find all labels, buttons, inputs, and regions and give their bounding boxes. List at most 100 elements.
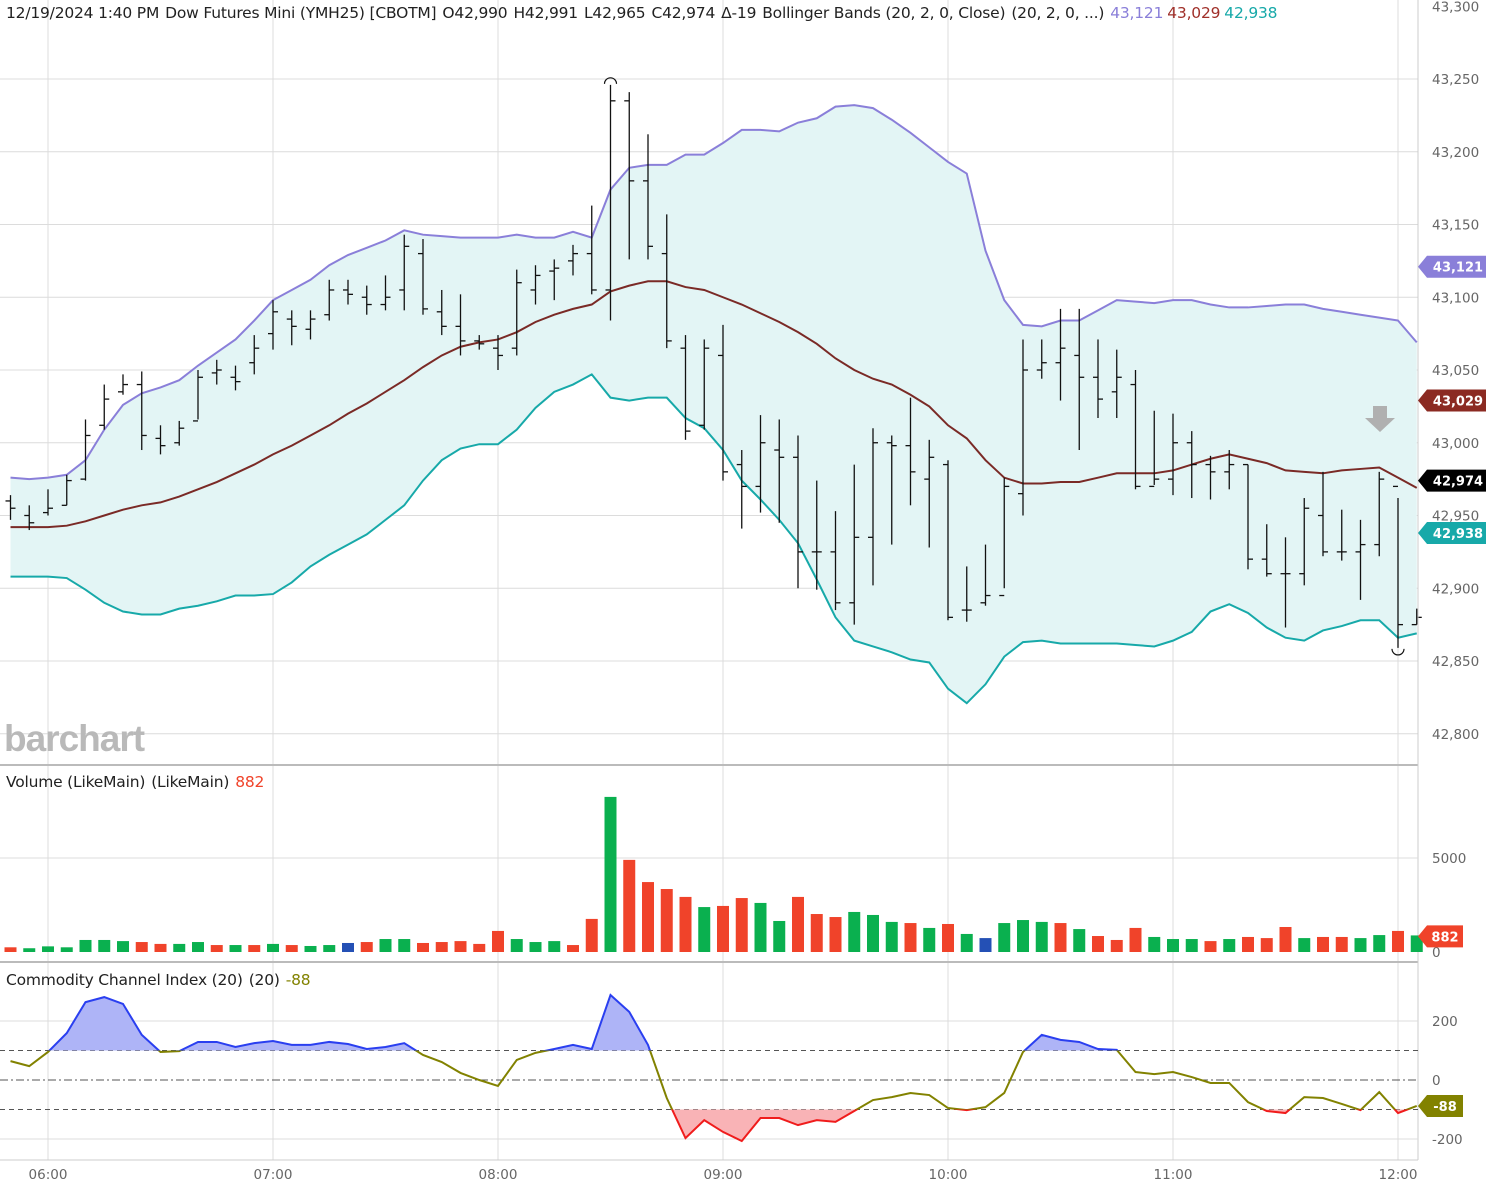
legend-lower-value: 42,938 [1224,4,1278,22]
cci-tick-label: 200 [1432,1014,1458,1030]
volume-badge: 882 [1418,925,1463,948]
badge-shape [1418,925,1463,948]
ohlc-bar [661,214,672,349]
price-tick-label: 42,900 [1432,581,1479,597]
ohlc-bar [1111,349,1122,419]
badge-text: 43,029 [1433,395,1483,410]
volume-bar [1335,936,1348,952]
ohlc-bar [568,244,578,276]
volume-bar [454,941,467,952]
volume-bar [1204,941,1217,952]
ohlc-bar [174,420,185,446]
ohlc-bar [886,435,897,545]
volume-bar [754,902,767,952]
badge-shape [1418,521,1486,544]
volume-bar [135,942,148,952]
volume-bar [529,942,542,952]
ohlc-bar [249,335,260,375]
legend-change: Δ-19 [721,4,757,22]
ohlc-bar [230,365,241,391]
volume-bar [660,889,673,952]
cci-overbought-fill [10,995,1417,1051]
volume-bar [360,942,373,952]
cci-line [10,1050,1418,1110]
volume-bar [698,907,711,952]
ohlc-bar [380,275,391,311]
volume-bar [1110,939,1123,952]
ohlc-bar [511,269,522,356]
volume-bar [1035,921,1048,952]
volume-bar [1054,923,1067,952]
ohlc-bar [1149,410,1160,488]
volume-bar [679,896,692,952]
volume-bar [1373,935,1386,952]
ohlc-bar [1055,308,1066,401]
ohlc-bar [193,370,203,422]
legend-datetime: 12/19/2024 1:40 PM [6,4,160,22]
volume-bar [1242,936,1254,952]
volume-bar [979,938,992,952]
volume-bar [623,859,636,952]
volume-bar [154,943,167,952]
legend-study-params: (20, 2, 0, ...) [1011,4,1105,22]
ohlc-bar [811,480,822,590]
ohlc-bar [1018,339,1028,516]
ohlc-bar [830,511,841,611]
volume-bar [923,927,936,952]
cci-oversold-fill [10,1109,1417,1142]
ohlc-bar [118,374,128,395]
volume-bar [548,941,561,952]
ohlc-bar [1074,308,1085,451]
volume-bar [42,946,54,952]
volume-bar [4,947,17,952]
volume-bar [773,920,786,952]
badge-text: -88 [1433,1100,1457,1115]
ohlc-bar [943,460,953,621]
ohlc-bar [755,415,766,513]
ohlc-bar [155,425,166,455]
volume-bar [117,941,129,952]
volume-bar [867,914,879,952]
volume-bar [717,905,729,952]
volume-bar [1185,939,1198,952]
volume-bar [1092,936,1104,952]
price-tick-label: 43,250 [1432,72,1479,88]
bollinger-band-fill [10,105,1417,704]
volume-legend: Volume (LikeMain) (LikeMain) 882 [6,773,270,791]
ohlc-bar [399,234,410,311]
ohlc-bar [980,544,991,606]
volume-legend-value: 882 [235,773,265,791]
ohlc-bar [361,285,372,315]
ohlc-bar [1336,509,1347,561]
volume-bar [398,939,411,952]
ohlc-bar [1243,463,1253,570]
ohlc-bar [99,384,110,430]
ohlc-bar [43,489,53,516]
volume-bar [1129,927,1142,952]
volume-bar [379,939,392,952]
ohlc-bar [1280,537,1291,628]
ohlc-bar [605,84,616,321]
volume-bar [60,947,73,952]
volume-bar [848,911,861,952]
ohlc-bar [736,450,747,529]
volume-bar [304,945,317,952]
volume-bar [998,923,1011,952]
cci-line-overbought [48,993,1119,1051]
ohlc-bar [793,435,803,589]
volume-bar [1354,938,1367,952]
volume-bar [323,945,336,952]
badge-text: 882 [1431,930,1458,945]
ohlc-bar [624,92,635,260]
volume-bar [342,942,354,952]
volume-bar [942,923,954,952]
ohlc-bar [643,134,653,260]
price-tick-label: 43,150 [1432,218,1479,234]
volume-tick-label: 0 [1432,945,1441,961]
ohlc-bar [493,335,503,370]
price-legend: 12/19/2024 1:40 PM Dow Futures Mini (YMH2… [6,4,1283,22]
ohlc-bar [774,419,785,523]
legend-low: L42,965 [583,4,646,22]
ohlc-bar [1186,431,1197,499]
